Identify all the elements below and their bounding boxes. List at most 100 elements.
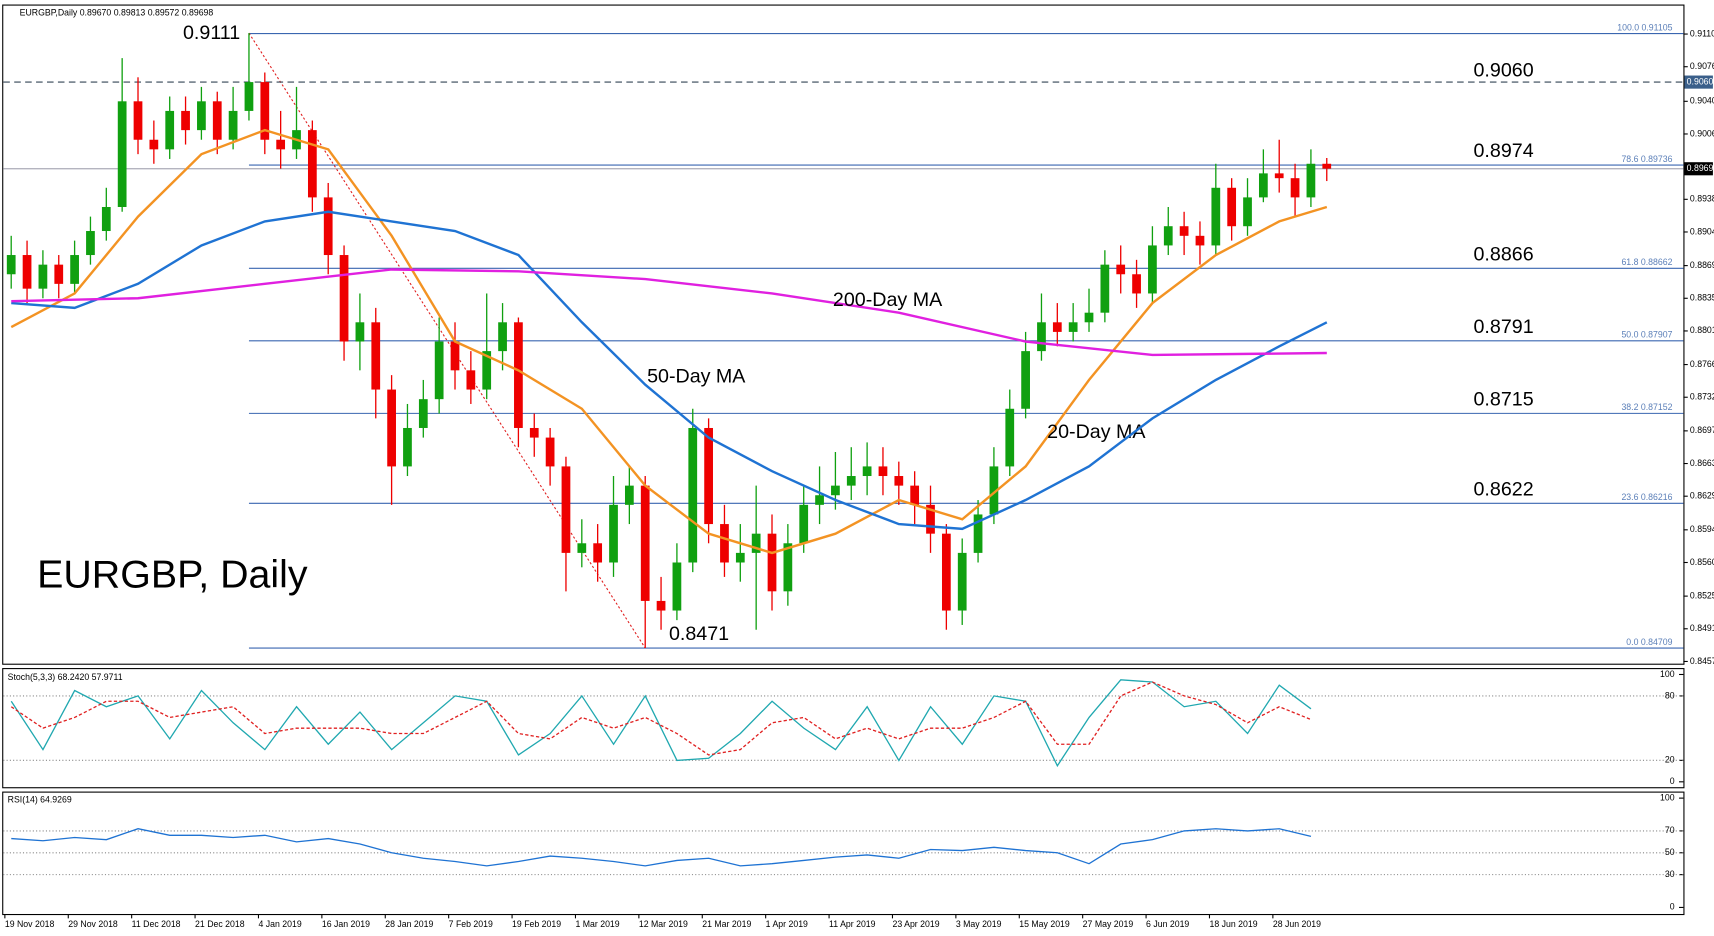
x-tick-label: 18 Jun 2019 xyxy=(1209,919,1257,929)
candle-body xyxy=(101,206,111,232)
y-tick-label: 0.86970 xyxy=(1690,425,1714,435)
candle-body xyxy=(1163,226,1173,246)
candle-body xyxy=(973,514,983,553)
y-tick-label: 0.85250 xyxy=(1690,590,1714,600)
candle-body xyxy=(862,466,872,477)
x-tick-label: 11 Apr 2019 xyxy=(829,919,876,929)
x-tick-label: 21 Mar 2019 xyxy=(702,919,751,929)
candle-body xyxy=(181,110,190,131)
candle-body xyxy=(1258,173,1268,198)
candle-body xyxy=(1148,245,1157,294)
candle-body xyxy=(1195,235,1205,246)
candle-body xyxy=(624,485,634,505)
candle-body xyxy=(941,533,951,611)
candle-body xyxy=(529,427,539,438)
y-tick-label: 0.90400 xyxy=(1690,96,1714,106)
y-tick-label: 100 xyxy=(1660,669,1675,679)
candle-body xyxy=(6,255,16,275)
candle-body xyxy=(799,504,809,544)
level-annotation: 0.9060 xyxy=(1474,59,1534,81)
candle-body xyxy=(1084,312,1094,323)
indicator-line xyxy=(10,681,1312,756)
moving-average xyxy=(10,128,1328,555)
candle-body xyxy=(323,197,333,256)
candle-body xyxy=(276,139,286,150)
x-tick-label: 15 May 2019 xyxy=(1019,919,1070,929)
y-tick-label: 0.86630 xyxy=(1690,458,1714,468)
fib-annotation: 0.8471 xyxy=(669,623,729,645)
candle-body xyxy=(1037,322,1046,352)
candle-body xyxy=(22,255,32,289)
x-tick-label: 11 Dec 2018 xyxy=(132,919,181,929)
x-tick-label: 27 May 2019 xyxy=(1083,919,1134,929)
x-tick-label: 29 Nov 2018 xyxy=(68,919,118,929)
candle-body xyxy=(482,351,492,390)
candle-body xyxy=(1290,178,1300,198)
y-tick-label: 0.91100 xyxy=(1690,28,1714,38)
candle-body xyxy=(117,101,127,207)
candle-body xyxy=(720,524,729,563)
candle-body xyxy=(894,476,904,486)
y-tick-label: 0.90760 xyxy=(1690,61,1714,71)
candle-body xyxy=(434,341,444,400)
candle-body xyxy=(418,399,428,428)
candle-body xyxy=(1068,322,1078,332)
last-price-box xyxy=(1684,162,1713,176)
level-box xyxy=(1684,75,1713,89)
candle-body xyxy=(957,552,967,611)
candle-body xyxy=(815,495,824,505)
candle-body xyxy=(989,466,999,515)
x-tick-label: 28 Jun 2019 xyxy=(1273,919,1321,929)
fib-label: 100.0 0.91105 xyxy=(1617,22,1672,32)
candle-body xyxy=(54,264,64,284)
ma-label: 20-Day MA xyxy=(1047,421,1146,443)
last-price-label: 0.89698 xyxy=(1687,163,1714,173)
y-tick-label: 0.88690 xyxy=(1690,260,1714,270)
moving-average xyxy=(11,268,1327,357)
candle-body xyxy=(656,600,666,611)
candle-body xyxy=(165,110,175,150)
y-tick-label: 0.89040 xyxy=(1690,226,1714,236)
y-tick-label: 70 xyxy=(1665,825,1675,835)
candle-body xyxy=(1132,274,1141,294)
candle-body xyxy=(38,264,48,289)
fib-label: 38.2 0.87152 xyxy=(1621,402,1672,412)
candle-body xyxy=(767,533,777,592)
candle-body xyxy=(672,562,682,611)
x-tick-label: 23 Apr 2019 xyxy=(892,919,939,929)
candle-body xyxy=(878,466,888,477)
indicator-line xyxy=(10,679,1312,768)
x-tick-label: 6 Jun 2019 xyxy=(1146,919,1189,929)
candle-body xyxy=(1005,408,1015,467)
candle-body xyxy=(371,322,381,390)
fib-label: 50.0 0.87907 xyxy=(1621,330,1672,340)
x-tick-label: 7 Feb 2019 xyxy=(449,919,493,929)
candle-body xyxy=(1227,187,1237,227)
candle-body xyxy=(86,231,95,256)
candle-body xyxy=(244,82,254,111)
candle-body xyxy=(260,82,270,140)
ma-label: 50-Day MA xyxy=(647,365,746,387)
fib-annotation: 0.8622 xyxy=(1474,478,1534,500)
candle-body xyxy=(561,466,571,553)
candle-body xyxy=(403,427,412,467)
rsi-title: RSI(14) 64.9269 xyxy=(8,795,72,805)
indicator-line xyxy=(11,828,1312,867)
candle-body xyxy=(70,255,79,284)
candle-body xyxy=(704,427,713,525)
fib-label: 78.6 0.89736 xyxy=(1621,154,1672,164)
candle-body xyxy=(926,504,935,534)
y-tick-label: 30 xyxy=(1665,869,1675,879)
y-tick-label: 0.84910 xyxy=(1690,623,1714,633)
x-tick-label: 19 Nov 2018 xyxy=(5,919,55,929)
candle-body xyxy=(735,552,745,563)
candle-body xyxy=(751,533,761,553)
candle-body xyxy=(1116,264,1126,275)
candle-body xyxy=(1100,264,1110,313)
y-tick-label: 0.88010 xyxy=(1690,325,1714,335)
candle-body xyxy=(466,370,476,390)
y-tick-label: 0.87320 xyxy=(1690,392,1714,402)
